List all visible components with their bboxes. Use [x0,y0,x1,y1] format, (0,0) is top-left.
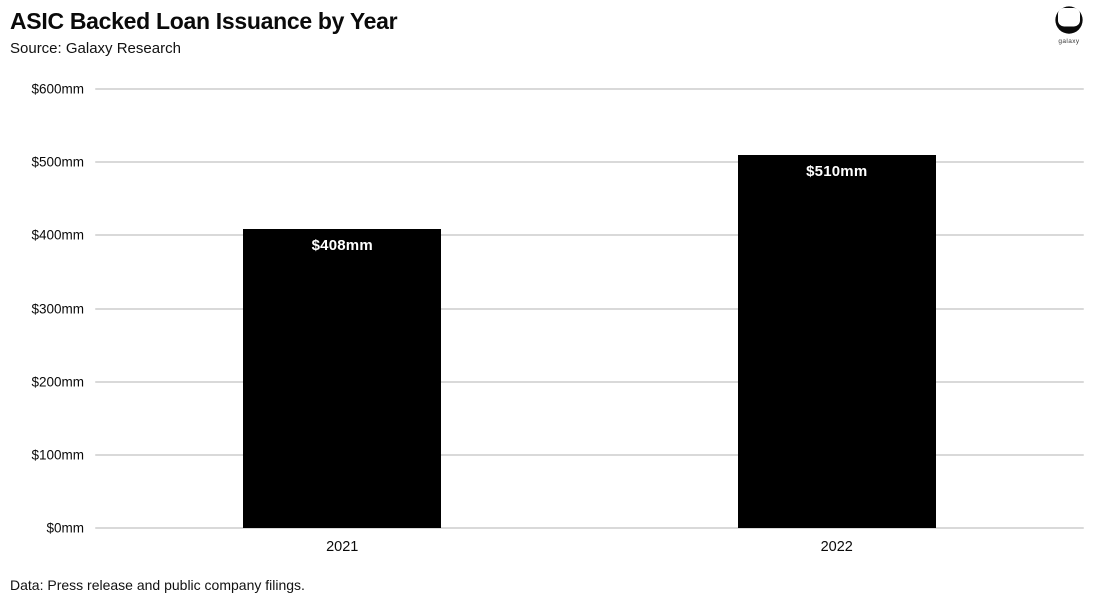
data-note: Data: Press release and public company f… [10,577,305,593]
bar-value-label: $510mm [806,162,868,180]
y-axis-tick-label: $0mm [46,520,84,536]
galaxy-logo-icon [1055,6,1083,34]
gridline [95,527,1084,529]
x-axis-tick-label: 2021 [326,539,359,555]
bar-2022: $510mm [737,154,936,528]
y-axis-tick-label: $200mm [31,374,84,390]
galaxy-logo-label: galaxy [1058,38,1080,45]
y-axis-tick-label: $300mm [31,301,84,316]
gridline [95,307,1084,310]
x-axis-tick-label: 2022 [820,539,853,555]
gridline [95,88,1084,90]
chart-title: ASIC Backed Loan Issuance by Year [10,8,398,34]
bar-chart-plot-area: $0mm $100mm $200mm $300mm $400mm $500mm $600mm… [31,82,1084,555]
bar-2021: $408mm [243,229,442,528]
y-axis-tick-label: $600mm [31,81,84,97]
chart-header: ASIC Backed Loan Issuance by Year Source… [10,8,398,57]
gridline [95,161,1084,164]
galaxy-logo: galaxy [1051,5,1087,45]
y-axis-tick-label: $500mm [31,154,84,170]
chart-source: Source: Galaxy Research [10,39,181,57]
gridline [95,234,1084,237]
bar-value-label: $408mm [311,237,373,255]
gridline [95,453,1084,456]
y-axis-tick-label: $400mm [31,227,84,243]
y-axis-tick-label: $100mm [31,447,84,463]
gridline [95,380,1084,383]
